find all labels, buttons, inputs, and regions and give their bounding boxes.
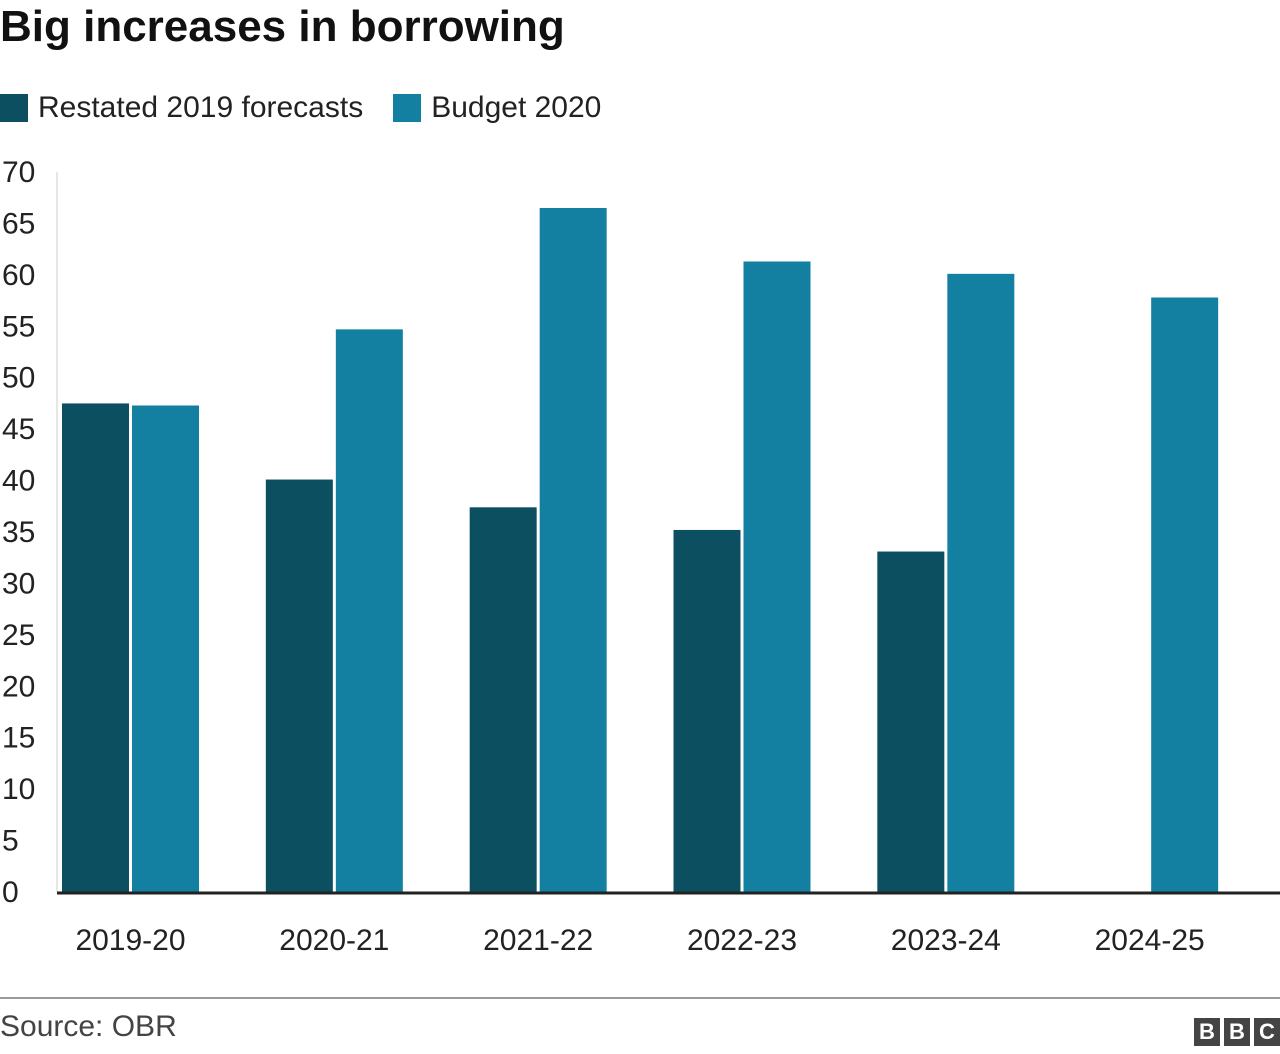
bar-budget <box>743 261 811 892</box>
chart-title: Big increases in borrowing <box>0 2 565 51</box>
y-tick-label: 60 <box>2 259 35 292</box>
x-tick-label: 2021-22 <box>483 924 593 957</box>
y-tick-label: 0 <box>2 876 19 909</box>
x-tick-label: 2024-25 <box>1095 924 1205 957</box>
x-tick-label: 2019-20 <box>75 924 185 957</box>
y-tick-label: 35 <box>2 516 35 549</box>
source-note: Source: OBR <box>0 1010 177 1043</box>
bbc-logo-letter: C <box>1254 1018 1280 1046</box>
y-tick-label: 50 <box>2 362 35 395</box>
bar-restated <box>877 551 945 892</box>
y-tick-label: 20 <box>2 670 35 703</box>
legend-item-budget: Budget 2020 <box>393 91 601 125</box>
bar-restated <box>673 529 741 892</box>
bar-restated <box>62 403 129 892</box>
y-tick-label: 70 <box>2 156 35 189</box>
y-tick-label: 55 <box>2 310 35 343</box>
y-tick-label: 65 <box>2 207 35 240</box>
bar-budget <box>539 208 607 892</box>
y-tick-label: 30 <box>2 567 35 600</box>
y-tick-label: 25 <box>2 619 35 652</box>
x-tick-label: 2020-21 <box>279 924 389 957</box>
bar-restated <box>469 507 537 892</box>
legend-label-budget: Budget 2020 <box>431 91 602 124</box>
y-tick-label: 15 <box>2 722 35 755</box>
y-tick-label: 10 <box>2 773 35 806</box>
x-tick-label: 2022-23 <box>687 924 797 957</box>
bar-budget <box>1151 297 1219 892</box>
footer-divider <box>0 997 1280 999</box>
bar-budget <box>132 405 199 892</box>
bar-budget <box>947 273 1015 892</box>
legend-item-restated: Restated 2019 forecasts <box>0 91 363 125</box>
legend-swatch-budget <box>393 94 422 122</box>
legend: Restated 2019 forecasts Budget 2020 <box>0 88 631 128</box>
bbc-logo-letter: B <box>1224 1018 1250 1046</box>
bar-restated <box>265 479 333 892</box>
y-tick-label: 40 <box>2 465 35 498</box>
bar-chart: 0 5 10 15 20 25 30 35 40 45 50 55 60 65 70 2019-20 2020-… <box>2 156 1280 957</box>
bar-budget <box>335 329 403 892</box>
y-tick-label: 5 <box>2 825 19 858</box>
legend-label-restated: Restated 2019 forecasts <box>38 91 364 124</box>
bbc-logo-letter: B <box>1194 1018 1220 1046</box>
x-tick-label: 2023-24 <box>891 924 1001 957</box>
y-tick-label: 45 <box>2 413 35 446</box>
legend-swatch-restated <box>0 94 28 122</box>
bbc-logo: B B C <box>1194 1018 1280 1046</box>
